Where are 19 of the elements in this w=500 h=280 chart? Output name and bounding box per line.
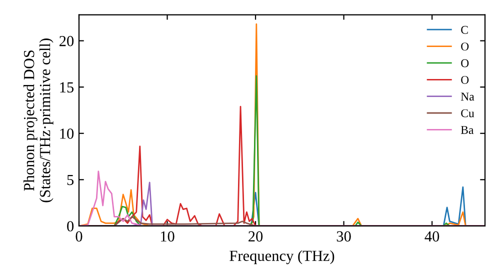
y-tick-label: 0 (67, 221, 74, 232)
legend-label: O (461, 76, 469, 84)
legend-label: Na (460, 92, 474, 101)
x-tick-label: 20 (248, 231, 263, 242)
legend-label: O (461, 42, 469, 51)
legend-label: Cu (461, 109, 474, 118)
legend-label: C (461, 26, 468, 34)
y-tick-label: 5 (67, 174, 74, 186)
x-tick-label: 30 (336, 231, 351, 242)
y-tick-label: 15 (60, 82, 74, 93)
y-tick-label: 20 (60, 36, 74, 46)
x-tick-label: 40 (424, 231, 440, 242)
x-tick-label: 10 (160, 231, 174, 242)
x-axis-title: Frequency (THz) (230, 250, 334, 264)
y-tick-label: 10 (60, 128, 74, 139)
x-tick-label: 0 (76, 231, 82, 242)
legend-label: Ba (460, 126, 474, 134)
y-axis-title: Phonon projected DOS (States/THz·primitive cell) (23, 38, 54, 202)
legend-label: O (461, 59, 469, 68)
